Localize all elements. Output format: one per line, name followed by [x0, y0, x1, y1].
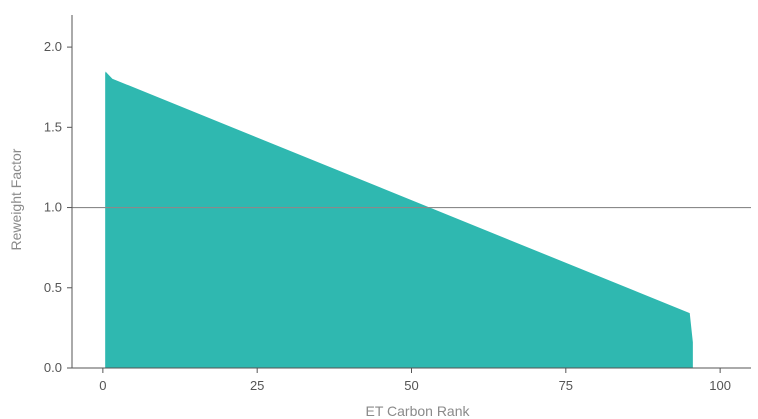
x-tick-label: 75: [559, 378, 573, 393]
y-axis-title: Reweight Factor: [8, 148, 24, 250]
y-tick-label: 1.0: [44, 200, 62, 215]
x-tick-label: 25: [250, 378, 264, 393]
area-series-0: [105, 71, 693, 369]
x-tick-label: 0: [99, 378, 106, 393]
axes: [67, 15, 751, 373]
y-tick-label: 0.0: [44, 360, 62, 375]
y-tick-label: 2.0: [44, 39, 62, 54]
x-axis-title: ET Carbon Rank: [365, 403, 470, 419]
x-tick-label: 50: [404, 378, 418, 393]
x-tick-label: 100: [709, 378, 731, 393]
labels: 0.0 0.5 1.0 1.5 2.0 0 25 50 75 100 ET Carbon Rank R…: [8, 39, 731, 419]
y-tick-label: 1.5: [44, 119, 62, 134]
y-tick-label: 0.5: [44, 280, 62, 295]
plot-area: [72, 71, 751, 369]
